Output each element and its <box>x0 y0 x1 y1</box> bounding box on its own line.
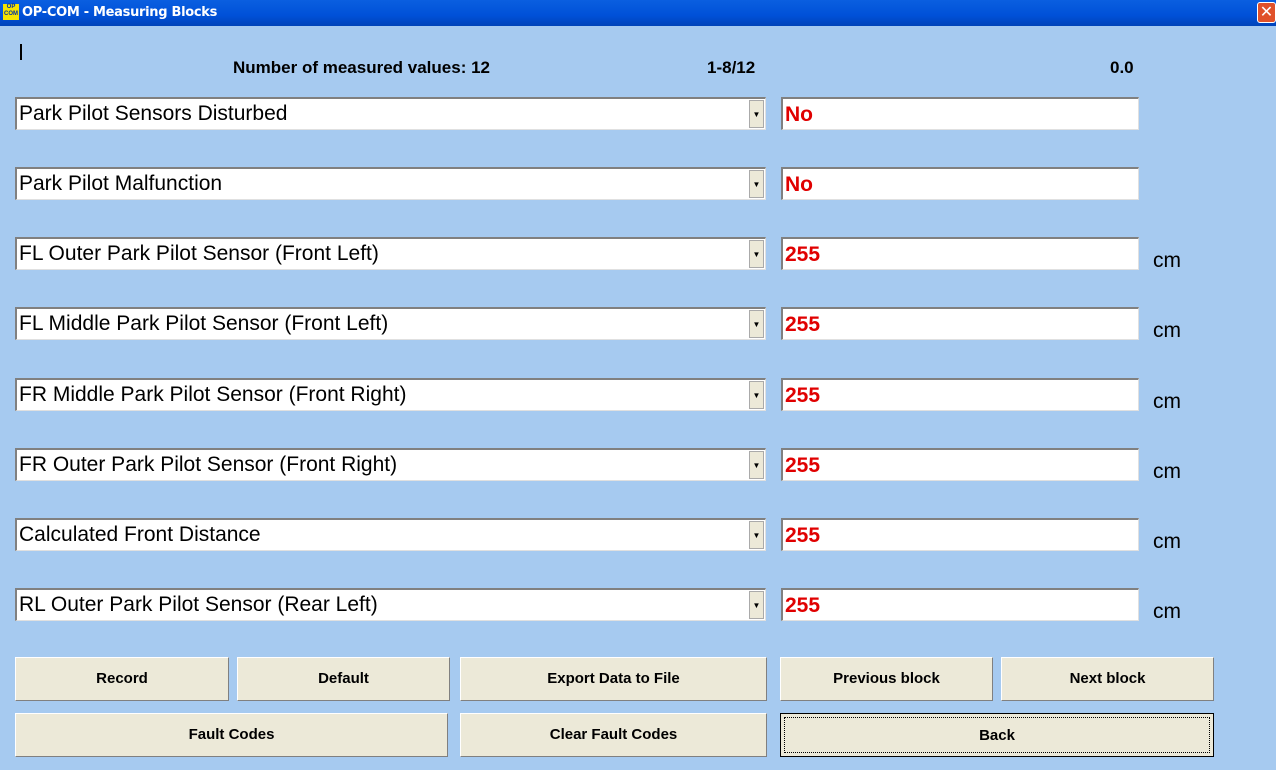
measurement-select[interactable]: FL Outer Park Pilot Sensor (Front Left) … <box>15 237 766 270</box>
back-button[interactable]: Back <box>780 713 1214 757</box>
value-text: No <box>785 173 813 196</box>
unit-label: cm <box>1153 460 1181 483</box>
chevron-down-icon[interactable]: ▼ <box>749 521 764 549</box>
title-bar: OP COM OP-COM - Measuring Blocks ✕ <box>0 0 1276 26</box>
value-text: 255 <box>785 384 821 407</box>
measurement-label: Calculated Front Distance <box>19 523 261 546</box>
measurement-value: 255 <box>781 378 1139 411</box>
close-icon[interactable]: ✕ <box>1257 2 1276 23</box>
chevron-down-icon[interactable]: ▼ <box>749 591 764 619</box>
clear-fault-codes-button[interactable]: Clear Fault Codes <box>460 713 767 757</box>
value-text: 255 <box>785 594 821 617</box>
measurement-value: 255 <box>781 237 1139 270</box>
chevron-down-icon[interactable]: ▼ <box>749 100 764 128</box>
measurement-label: FL Outer Park Pilot Sensor (Front Left) <box>19 242 379 265</box>
measurement-label: RL Outer Park Pilot Sensor (Rear Left) <box>19 593 378 616</box>
previous-block-button[interactable]: Previous block <box>780 657 993 701</box>
measurement-label: FR Outer Park Pilot Sensor (Front Right) <box>19 453 398 476</box>
measurement-select[interactable]: FR Middle Park Pilot Sensor (Front Right… <box>15 378 766 411</box>
reading-value: 0.0 <box>1110 58 1134 77</box>
chevron-down-icon[interactable]: ▼ <box>749 451 764 479</box>
window-title: OP-COM - Measuring Blocks <box>22 5 218 20</box>
measurement-select[interactable]: FR Outer Park Pilot Sensor (Front Right)… <box>15 448 766 481</box>
value-text: 255 <box>785 243 821 266</box>
measured-count: Number of measured values: 12 <box>233 58 490 77</box>
measurement-select[interactable]: Park Pilot Sensors Disturbed ▼ <box>15 97 766 130</box>
record-button[interactable]: Record <box>15 657 229 701</box>
measurement-value: No <box>781 97 1139 130</box>
unit-label: cm <box>1153 319 1181 342</box>
value-text: No <box>785 103 813 126</box>
default-button[interactable]: Default <box>237 657 450 701</box>
back-button-label: Back <box>784 717 1210 753</box>
measurement-value: No <box>781 167 1139 200</box>
measurement-select[interactable]: Calculated Front Distance ▼ <box>15 518 766 551</box>
next-block-button[interactable]: Next block <box>1001 657 1214 701</box>
unit-label: cm <box>1153 249 1181 272</box>
measurement-label: Park Pilot Malfunction <box>19 172 223 195</box>
measurement-label: Park Pilot Sensors Disturbed <box>19 102 288 125</box>
value-text: 255 <box>785 454 821 477</box>
measurement-label: FL Middle Park Pilot Sensor (Front Left) <box>19 312 389 335</box>
unit-label: cm <box>1153 600 1181 623</box>
measurement-value: 255 <box>781 518 1139 551</box>
text-cursor <box>20 44 22 60</box>
measurement-select[interactable]: FL Middle Park Pilot Sensor (Front Left)… <box>15 307 766 340</box>
chevron-down-icon[interactable]: ▼ <box>749 310 764 338</box>
chevron-down-icon[interactable]: ▼ <box>749 240 764 268</box>
unit-label: cm <box>1153 390 1181 413</box>
value-text: 255 <box>785 524 821 547</box>
export-button[interactable]: Export Data to File <box>460 657 767 701</box>
page-range: 1-8/12 <box>707 58 756 77</box>
fault-codes-button[interactable]: Fault Codes <box>15 713 448 757</box>
app-logo-icon: OP COM <box>3 4 19 20</box>
measurement-select[interactable]: Park Pilot Malfunction ▼ <box>15 167 766 200</box>
measurement-value: 255 <box>781 307 1139 340</box>
chevron-down-icon[interactable]: ▼ <box>749 381 764 409</box>
measurement-value: 255 <box>781 588 1139 621</box>
measurement-select[interactable]: RL Outer Park Pilot Sensor (Rear Left) ▼ <box>15 588 766 621</box>
value-text: 255 <box>785 313 821 336</box>
measurement-value: 255 <box>781 448 1139 481</box>
unit-label: cm <box>1153 530 1181 553</box>
measurement-label: FR Middle Park Pilot Sensor (Front Right… <box>19 383 407 406</box>
chevron-down-icon[interactable]: ▼ <box>749 170 764 198</box>
